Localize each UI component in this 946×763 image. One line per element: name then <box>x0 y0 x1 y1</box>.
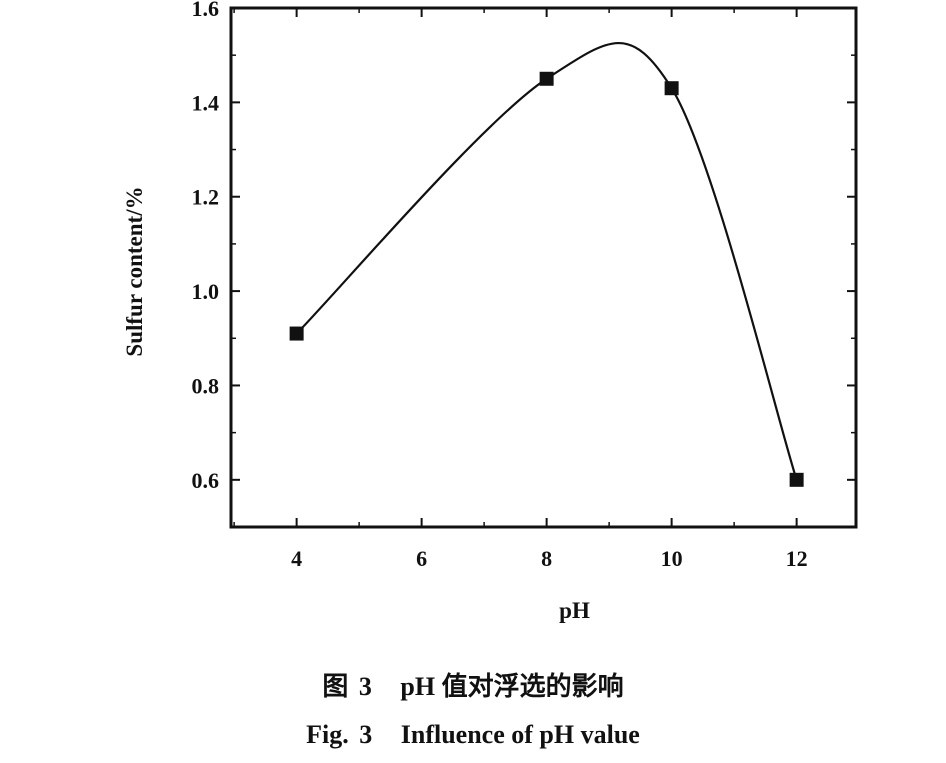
figure-caption-chinese: 图 3 pH 值对浮选的影响 <box>0 666 946 703</box>
data-point <box>539 71 554 86</box>
plot-area <box>229 6 858 529</box>
data-point <box>664 81 679 96</box>
plot-frame <box>229 6 858 529</box>
chart: 4 6 8 10 12 0.6 0.8 1.0 1.2 1.4 1.6 pH Sulfur conten… <box>122 0 858 623</box>
x-tick-label: 8 <box>541 546 552 571</box>
axis-ticks <box>231 7 856 528</box>
y-tick-label: 1.4 <box>192 90 220 115</box>
data-point <box>289 326 304 341</box>
x-tick-label: 6 <box>416 546 427 571</box>
series-line <box>295 42 798 481</box>
x-tick-label: 10 <box>661 546 683 571</box>
data-series <box>289 42 804 487</box>
data-point <box>789 472 804 487</box>
x-tick-label: 12 <box>786 546 808 571</box>
y-tick-label: 1.0 <box>192 279 220 304</box>
caption-en-number: 3 <box>359 720 373 749</box>
caption-cn-text: pH 值对浮选的影响 <box>400 672 624 701</box>
y-tick-label: 0.8 <box>192 373 220 398</box>
caption-en-prefix: Fig. <box>306 720 349 749</box>
axis-labels: 4 6 8 10 12 0.6 0.8 1.0 1.2 1.4 1.6 pH Sulfur conten… <box>122 0 808 623</box>
figure-caption-english: Fig. 3 Influence of pH value <box>0 720 946 750</box>
x-tick-label: 4 <box>291 546 302 571</box>
y-tick-label: 1.2 <box>192 185 220 210</box>
caption-cn-number: 3 <box>358 672 372 701</box>
x-axis-title: pH <box>559 598 590 623</box>
y-axis-title: Sulfur content/% <box>122 186 147 356</box>
y-tick-label: 0.6 <box>192 468 220 493</box>
caption-en-text: Influence of pH value <box>400 720 640 749</box>
caption-cn-prefix: 图 <box>322 672 349 701</box>
y-tick-label: 1.6 <box>192 0 220 21</box>
